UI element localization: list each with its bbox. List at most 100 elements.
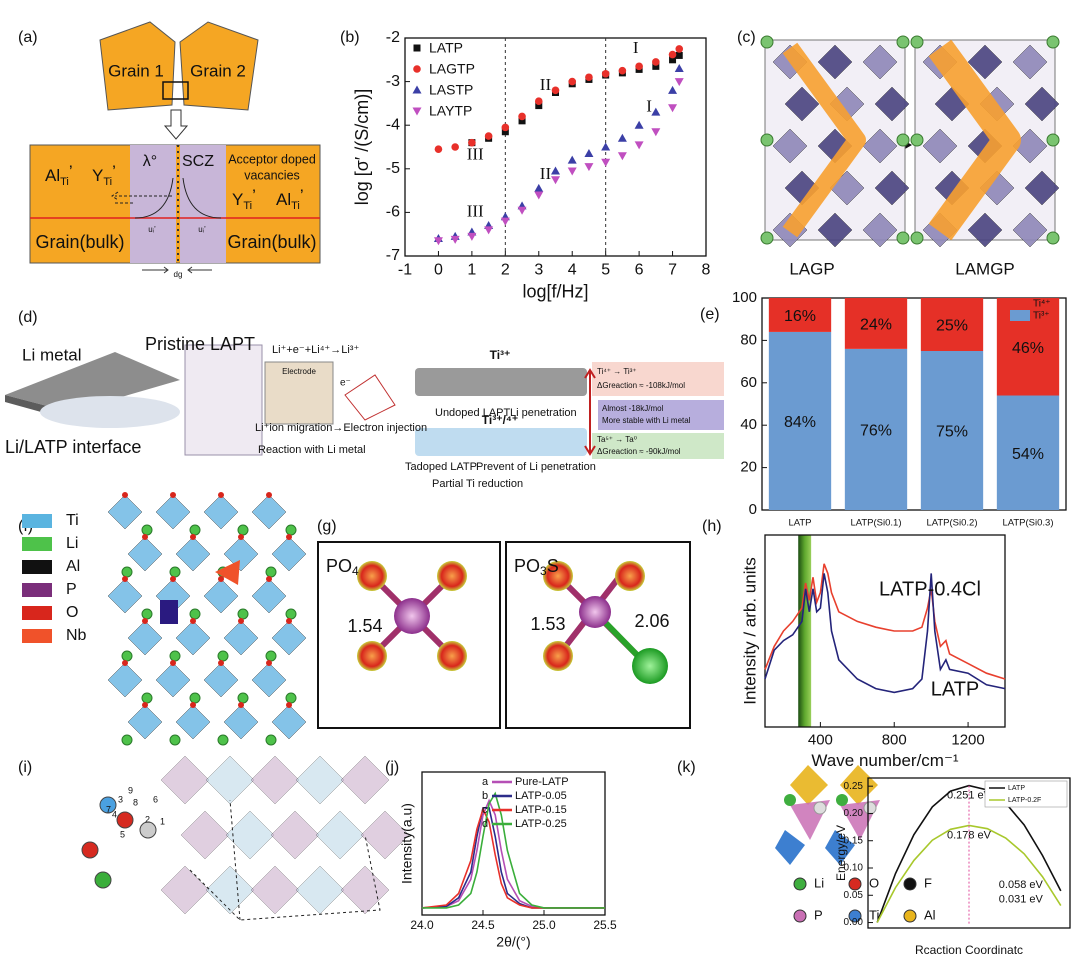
site-label: 3 [118,794,123,804]
atom [121,734,133,746]
u-label: uᵢ’ [198,225,206,234]
polyhedron [817,212,853,248]
y-tick-label: -6 [386,204,400,221]
series-line [876,824,1062,923]
s-atom [632,648,668,684]
polyhedron [817,44,853,80]
marker [668,104,678,113]
x-tick-label: 3 [534,262,543,279]
label: Ti³⁺ [490,348,511,362]
diffusion-path [782,42,866,238]
energy-box [592,362,724,396]
cell-outline [189,799,381,921]
polyhedron [251,494,287,530]
polyhedron [967,212,1003,248]
legend-swatch [22,560,52,574]
atom [237,608,249,620]
legend-label: Ti³⁺ [1033,311,1050,322]
marker [651,107,661,116]
legend-swatch [1010,298,1030,309]
polyhedron [160,755,210,805]
polyhedron [922,128,958,164]
marker [617,152,627,161]
y-tick-label: -5 [386,160,400,177]
interface [40,396,180,428]
label: Almost -18kJ/mol [602,404,664,413]
structure-label: LAGP [789,259,834,278]
bar-segment [844,298,908,349]
bar-segment [996,395,1060,510]
marker [551,166,560,175]
polyhedron [155,494,191,530]
atom [266,492,272,498]
panel-label: (d) [18,309,38,326]
y-tick-label: 0.10 [844,863,864,874]
plot-frame [404,37,707,257]
legend-label: LATP [429,40,463,56]
value-label: 75% [936,424,968,441]
text: 4 [352,564,359,578]
legend-label: LAYTP [429,103,472,119]
marker [551,86,560,95]
label: Li⁺+e⁻+Li⁴⁺→Li³⁺ [272,344,359,356]
x-tick-label: 5 [601,262,610,279]
plot-frame [761,297,1067,511]
polyhedron [215,560,240,585]
atom [218,660,224,666]
polyhedron [203,494,239,530]
site-label: 7 [106,804,111,814]
legend-swatch [22,514,52,528]
atom [863,801,877,815]
annotation: 0.058 eV [999,879,1044,891]
marker [534,183,544,192]
atom [142,702,148,708]
y-axis-label: Energy/eV [834,825,848,881]
text: Ti [60,176,69,188]
legend-label: LATP-0.2F [1008,797,1041,804]
value-label: 54% [1012,446,1044,463]
x-tick-label: 0 [434,262,443,279]
atom [285,692,297,704]
atom [122,492,128,498]
atom [141,608,153,620]
y-tick-label: 40 [740,416,757,433]
text: Ti [243,200,252,212]
text: Ti [291,200,300,212]
text: ’ [252,186,256,205]
marker [674,64,684,73]
label: Li penetration [510,407,577,419]
atom [189,692,201,704]
plot-frame [421,771,606,916]
marker [635,62,643,71]
panel-label: (e) [700,306,720,323]
octahedron [344,374,396,421]
atom [896,133,910,147]
legend-swatch [1010,310,1030,321]
series-line [421,798,605,909]
y-tick-label: 0.25 [844,781,864,792]
grain-label: Grain 2 [190,61,246,80]
legend-swatch [22,629,52,643]
atom [217,650,229,662]
value-label: 46% [1012,340,1044,357]
y-axis-label: log [σ′ /(S/cm)] [352,89,372,206]
label: Li⁺ion migration→Electron injection [255,422,427,434]
atom [266,576,272,582]
site-label: 2 [145,814,150,824]
bar-segment [844,348,908,510]
atom [141,524,153,536]
polyhedron [772,128,808,164]
atom [116,811,134,829]
x-tick-label: 24.0 [410,918,434,932]
panel-label: (i) [18,759,32,776]
x-tick-label: 1200 [951,731,984,748]
marker [652,58,660,66]
atom [121,650,133,662]
value-label: 16% [784,308,816,325]
polyhedron [107,578,143,614]
atom [190,618,196,624]
o-atom [437,641,467,671]
legend-label: LATP [1008,785,1025,792]
legend-label: Ti [66,512,79,529]
scz-label: SCZ [182,153,214,170]
